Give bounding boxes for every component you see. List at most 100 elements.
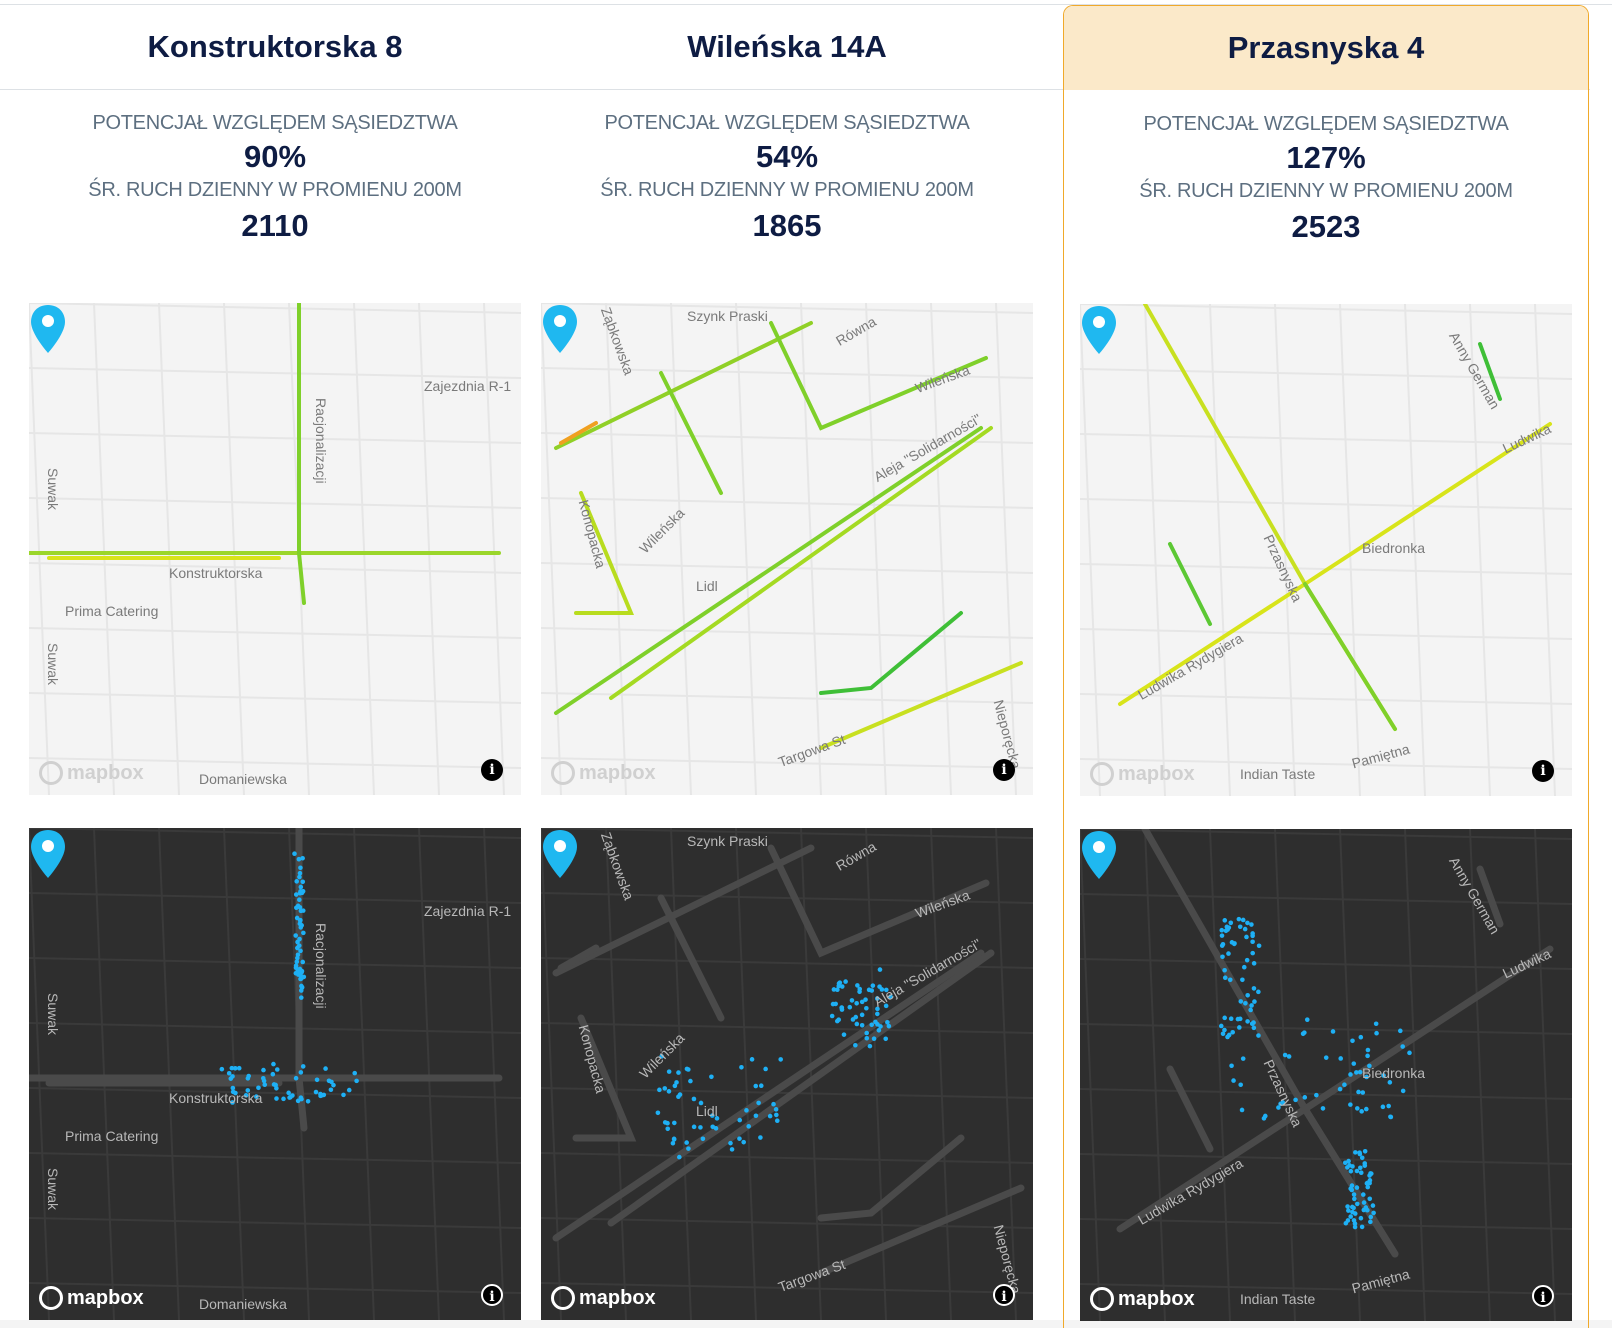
visitor-dot — [677, 1092, 683, 1097]
visitor-dot — [1407, 1050, 1412, 1056]
traffic-label: ŚR. RUCH DZIENNY W PROMIENU 200M — [600, 179, 974, 201]
visitor-dot — [883, 1003, 889, 1009]
visitor-dot — [1286, 1054, 1292, 1059]
map-label: Szynk Praski — [687, 833, 768, 849]
mapbox-logo[interactable]: mapbox — [1090, 1287, 1195, 1311]
potential-label: POTENCJAŁ WZGLĘDEM SĄSIEDZTWA — [1143, 113, 1509, 135]
visitor-dot — [299, 968, 305, 974]
visitor-dot — [260, 1075, 266, 1081]
traffic-map[interactable]: Anny German Ludwika Biedronka Przasnyska Lud… — [1080, 304, 1572, 796]
info-icon[interactable]: i — [993, 1284, 1015, 1306]
map-label: Suwak — [45, 993, 61, 1036]
traffic-map[interactable]: Racjonalizacji Zajezdnia R-1 Suwak Suwak Kon… — [29, 303, 521, 795]
map-label: Lidl — [696, 1103, 718, 1119]
visitor-dot — [1357, 1151, 1363, 1157]
visitor-dot — [1353, 1150, 1358, 1155]
mapbox-logo[interactable]: mapbox — [551, 1286, 656, 1310]
visitor-dot — [886, 1023, 892, 1029]
visitor-dot — [839, 984, 845, 989]
visitor-dot — [297, 897, 302, 903]
potential-value: 90% — [243, 139, 307, 174]
mapbox-icon — [39, 761, 63, 785]
mapbox-logo[interactable]: mapbox — [39, 761, 144, 785]
visitor-dot — [1356, 1089, 1361, 1095]
visitor-dot — [853, 1042, 858, 1048]
visitor-dot — [1227, 977, 1233, 983]
visitor-dot — [1368, 1219, 1373, 1225]
info-icon[interactable]: i — [1532, 1285, 1554, 1307]
visitor-dot — [1222, 1015, 1227, 1021]
visitor-dot — [1352, 1211, 1358, 1216]
visitor-dot — [323, 1066, 328, 1071]
visitor-dot — [298, 1070, 304, 1075]
visitor-dot — [293, 965, 299, 971]
visitor-dot — [1314, 1092, 1319, 1098]
visitors-heatmap[interactable]: Racjonalizacji Zajezdnia R-1 Suwak Suwak Kon… — [29, 828, 521, 1320]
visitor-dot — [1354, 1168, 1360, 1174]
traffic-label: ŚR. RUCH DZIENNY W PROMIENU 200M — [88, 179, 462, 201]
traffic-map[interactable]: Szynk Praski Równa Wileńska Aleja "Solidarn… — [541, 303, 1033, 795]
visitor-dot — [1380, 1104, 1386, 1110]
visitor-dot — [1229, 940, 1235, 945]
visitor-dot — [729, 1147, 735, 1152]
visitor-dot — [756, 1100, 761, 1106]
visitor-dot — [295, 1098, 301, 1104]
visitor-dot — [1337, 1086, 1343, 1092]
mapbox-logo[interactable]: mapbox — [1090, 762, 1195, 786]
map-label: Konstruktorska — [169, 565, 263, 581]
visitor-dot — [857, 986, 863, 992]
visitor-dot — [1245, 992, 1250, 998]
visitor-dot — [1252, 999, 1257, 1004]
visitor-dot — [293, 1075, 299, 1081]
location-card: Wileńska 14A POTENCJAŁ WZGLĘDEM SĄSIEDZT… — [524, 5, 1050, 1328]
info-icon[interactable]: i — [481, 1284, 503, 1306]
visitor-dot — [298, 908, 304, 914]
info-icon[interactable]: i — [481, 759, 503, 781]
visitor-dot — [1358, 1165, 1363, 1171]
visitors-heatmap[interactable]: Anny German Ludwika Biedronka Przasnyska Lud… — [1080, 829, 1572, 1321]
map-label: Indian Taste — [1240, 766, 1316, 782]
visitor-dot — [245, 1076, 251, 1081]
mapbox-logo[interactable]: mapbox — [39, 1286, 144, 1310]
visitor-dot — [1348, 1072, 1353, 1077]
visitor-dot — [296, 972, 301, 977]
visitor-dot — [300, 879, 306, 885]
visitor-dot — [749, 1057, 755, 1062]
visitor-dot — [855, 983, 860, 988]
visitor-dot — [709, 1074, 714, 1080]
location-pin-icon — [1082, 831, 1116, 879]
visitor-dot — [676, 1070, 681, 1075]
visitor-dot — [1240, 977, 1245, 983]
visitor-dot — [875, 1011, 880, 1017]
visitor-dot — [1243, 1000, 1248, 1006]
visitor-dot — [1359, 1109, 1364, 1114]
visitor-dot — [666, 1089, 672, 1094]
visitor-dot — [1226, 951, 1231, 956]
visitor-dot — [1374, 1030, 1379, 1036]
visitor-dot — [1365, 1053, 1370, 1059]
mapbox-logo[interactable]: mapbox — [551, 761, 656, 785]
visitor-dot — [888, 994, 893, 999]
mapbox-icon — [551, 761, 575, 785]
visitor-dot — [298, 865, 303, 871]
visitor-dot — [1351, 1061, 1357, 1066]
visitor-dot — [836, 981, 842, 986]
visitor-dot — [230, 1074, 235, 1079]
page-bottom — [0, 1320, 1612, 1328]
visitor-dot — [1222, 967, 1227, 973]
info-icon[interactable]: i — [993, 759, 1015, 781]
visitor-dot — [753, 1083, 759, 1089]
visitor-dot — [1361, 1200, 1367, 1205]
info-icon[interactable]: i — [1532, 760, 1554, 782]
visitor-dot — [763, 1066, 768, 1072]
visitors-heatmap[interactable]: Szynk Praski Równa Wileńska Aleja "Solidarn… — [541, 828, 1033, 1320]
visitor-dot — [287, 1095, 292, 1100]
visitor-dot — [859, 999, 865, 1005]
visitor-dot — [1230, 1029, 1235, 1035]
visitor-dot — [1398, 1028, 1403, 1034]
visitor-dot — [1238, 1082, 1243, 1088]
visitor-dot — [869, 1022, 875, 1028]
visitor-dot — [831, 987, 837, 992]
traffic-label: ŚR. RUCH DZIENNY W PROMIENU 200M — [1139, 180, 1513, 202]
location-pin-icon — [31, 830, 65, 878]
